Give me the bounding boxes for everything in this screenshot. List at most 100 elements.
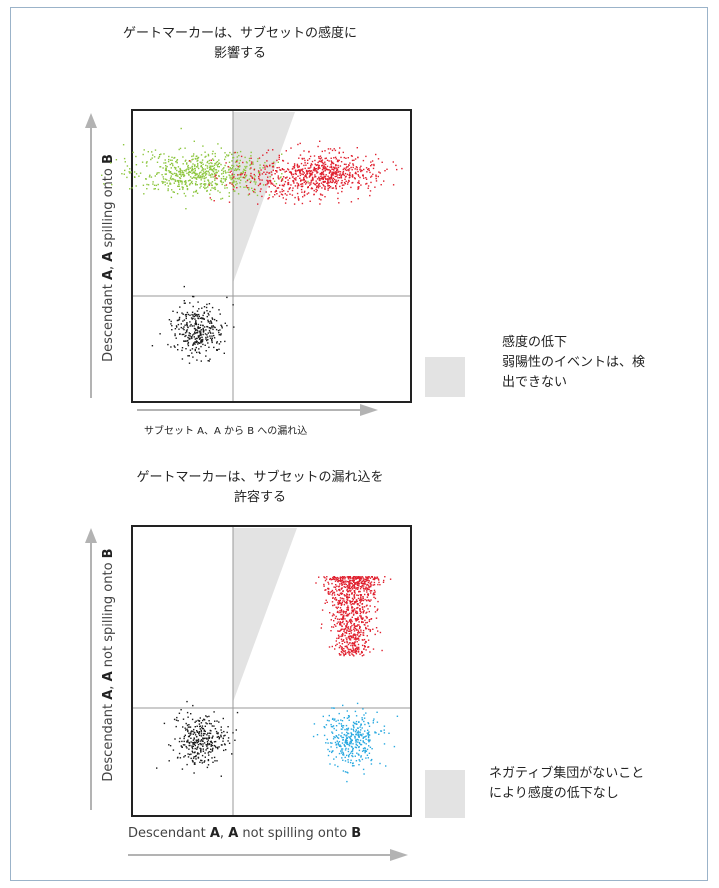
data-point [205,744,207,746]
data-point [376,576,379,578]
data-point [310,170,312,173]
data-point [238,166,240,168]
data-point [192,743,194,745]
data-point [182,172,185,174]
data-point [355,743,357,746]
data-point [226,154,228,156]
data-point [355,653,358,655]
data-point [170,167,172,169]
data-point [257,170,260,172]
data-point [363,654,365,656]
data-point [236,177,238,180]
data-point [347,168,349,171]
data-point [347,578,350,580]
data-point [357,618,360,621]
data-point [161,180,163,183]
data-point [176,180,178,182]
data-point [355,715,358,717]
data-point [337,719,339,722]
data-point [214,728,217,730]
data-point [203,318,205,320]
data-point [287,179,289,181]
data-point [188,184,191,186]
data-point [263,164,265,167]
data-point [361,655,364,657]
data-point [198,331,201,333]
data-point [356,731,359,734]
data-point [335,579,338,581]
data-point [287,182,289,184]
data-point [329,593,331,595]
data-point [124,161,126,163]
data-point [207,186,209,188]
data-point [347,729,349,731]
data-point [183,300,185,302]
data-point [281,179,284,181]
data-point [151,157,153,159]
data-point [288,171,291,173]
data-point [305,169,308,172]
data-point [194,168,196,170]
data-point [200,183,203,185]
data-point [368,619,371,621]
data-point [176,162,178,164]
data-point [371,164,373,166]
data-point [335,588,337,590]
data-point [180,169,182,172]
data-point [341,736,343,739]
data-point [351,610,353,613]
data-point [199,330,201,332]
data-point [278,154,280,157]
data-point [354,625,357,628]
data-point [298,198,300,200]
data-point [200,735,203,737]
data-point [178,752,181,755]
data-point [198,327,200,329]
data-point [353,613,355,615]
data-point [348,589,350,591]
data-point [356,147,358,149]
data-point [296,170,299,172]
data-point [306,162,309,164]
data-point [354,645,356,647]
data-point [319,155,322,157]
data-point [368,628,370,631]
data-point [327,754,330,757]
data-point [365,578,367,581]
data-point [201,762,203,764]
data-point [167,160,170,163]
data-point [366,589,368,591]
data-point [237,165,239,168]
data-point [221,169,223,171]
data-point [194,721,196,723]
data-point [186,724,189,726]
data-point [350,738,352,741]
data-point [208,754,210,756]
data-point [170,346,172,348]
data-point [179,757,182,759]
data-point [353,597,356,599]
data-point [262,154,264,156]
data-point [345,157,347,159]
data-point [200,164,203,167]
data-point [267,198,269,200]
data-point [152,181,154,183]
data-point [360,729,362,731]
data-point [197,752,199,754]
data-point [299,177,301,179]
data-point [303,164,305,167]
data-point [338,594,341,596]
data-point [375,627,378,629]
data-point [189,726,192,728]
data-point [327,587,329,590]
data-point [192,739,195,741]
data-point [354,178,356,180]
data-point [170,177,172,179]
data-point [218,343,221,345]
data-point [236,168,238,171]
data-point [360,723,362,725]
data-point [183,181,186,183]
data-point [324,167,326,170]
data-point [309,175,312,177]
data-point [342,632,344,635]
